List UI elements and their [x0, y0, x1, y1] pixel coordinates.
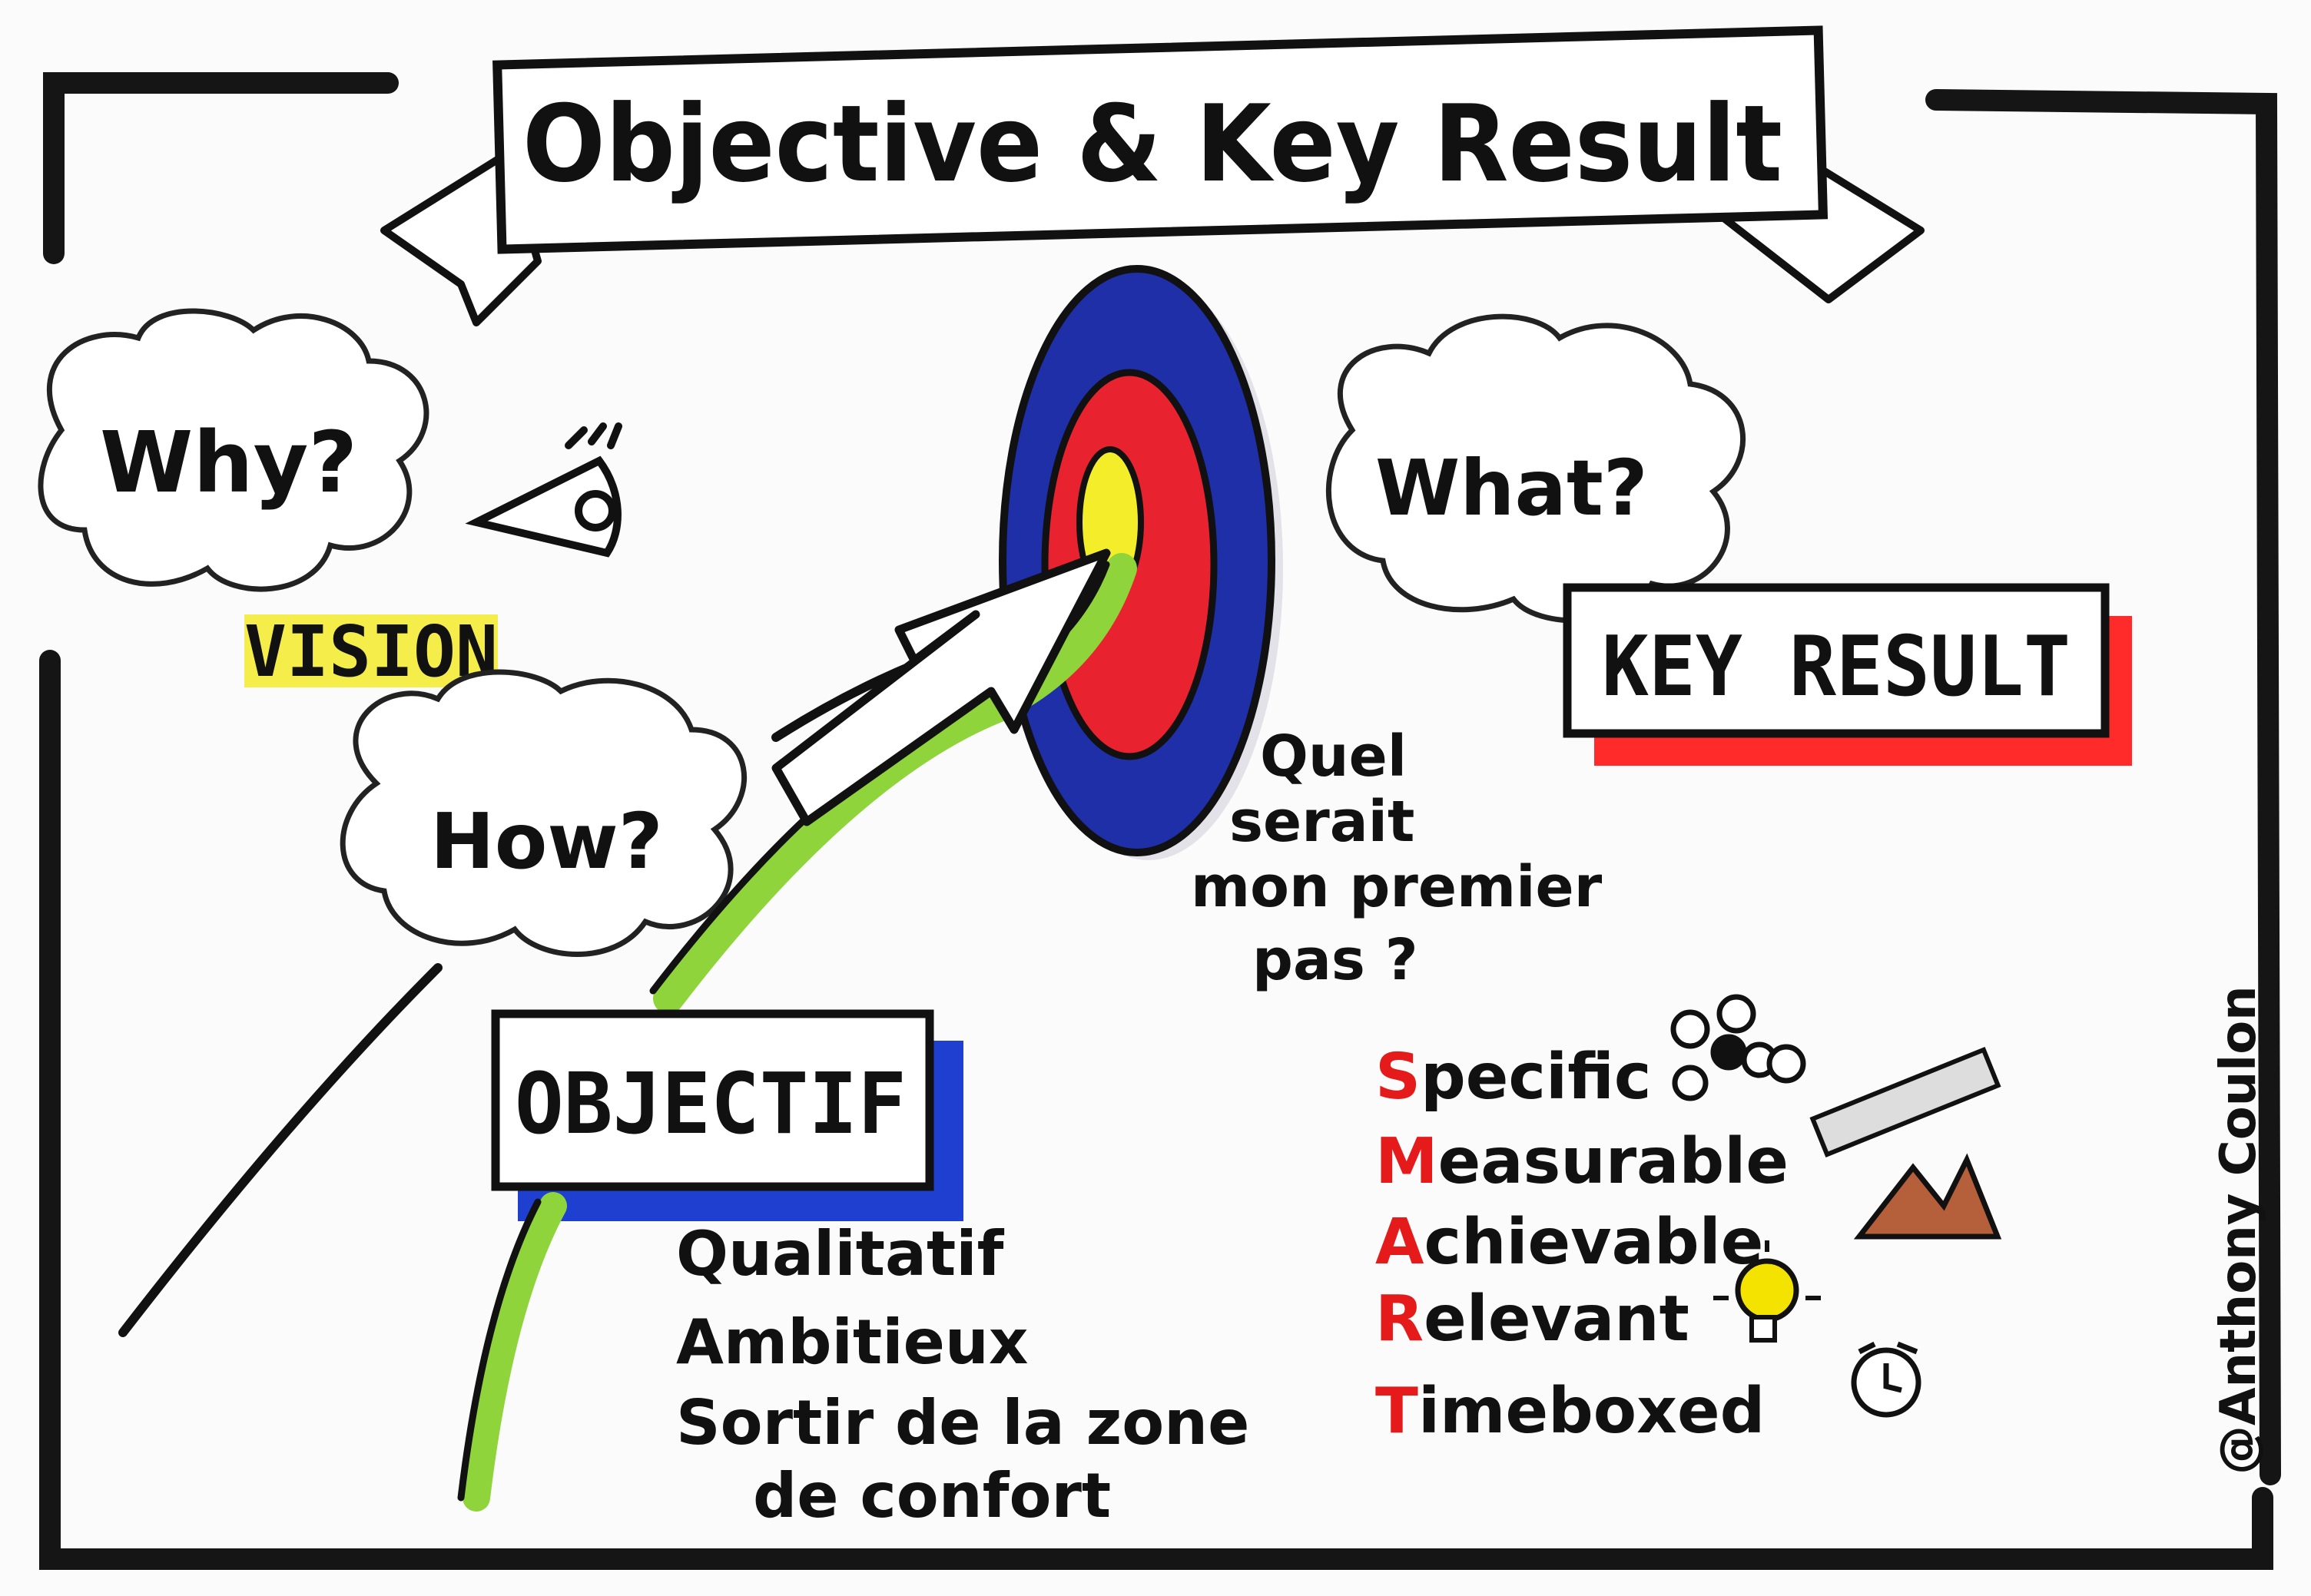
frame — [39, 72, 2281, 1570]
smart-list: Specific Measurable Achievable Relevant … — [1375, 1041, 1789, 1448]
question-line-2: serait — [1229, 789, 1414, 855]
question-line-4: pas ? — [1252, 927, 1418, 993]
question-line-1: Quel — [1260, 723, 1407, 790]
objectif-box: OBJECTIF — [491, 1009, 963, 1221]
objectif-traits: Qualitatif Ambitieux Sortir de la zone d… — [676, 1218, 1249, 1531]
lightbulb-icon — [1713, 1240, 1821, 1343]
smart-item-s: Specific — [1375, 1041, 1651, 1114]
path-line-left — [118, 963, 443, 1337]
trait-1: Qualitatif — [676, 1218, 1005, 1290]
how-label: How? — [430, 796, 663, 886]
dots-icon — [1670, 994, 1806, 1101]
banner-title: Objective & Key Result — [522, 82, 1782, 206]
trait-4: de confort — [753, 1460, 1111, 1531]
green-path-bottom — [463, 1192, 567, 1512]
first-step-question: Quel serait mon premier pas ? — [1191, 723, 1603, 993]
mountain-icon — [1853, 1153, 2002, 1240]
arrow-icon — [771, 548, 1111, 826]
question-line-3: mon premier — [1191, 854, 1603, 920]
green-path-top — [653, 553, 1137, 1014]
alarm-clock-icon — [1851, 1341, 1921, 1418]
why-label: Why? — [100, 413, 357, 512]
trait-2: Ambitieux — [676, 1306, 1028, 1378]
key-result-label: KEY RESULT — [1602, 619, 2071, 715]
why-cloud: Why? — [38, 308, 429, 592]
trait-3: Sortir de la zone — [676, 1387, 1249, 1459]
signature: @Anthony Coulon — [2210, 985, 2267, 1475]
target-icon — [999, 265, 1283, 860]
objectif-label: OBJECTIF — [515, 1055, 907, 1153]
smart-item-m: Measurable — [1375, 1125, 1789, 1198]
key-result-box: KEY RESULT — [1563, 583, 2132, 766]
smart-item-r: Relevant — [1375, 1283, 1689, 1356]
what-cloud: What? — [1325, 313, 1746, 624]
green-path-bottom-outline — [457, 1198, 542, 1502]
vision-highlight — [244, 614, 498, 687]
ruler-icon — [1809, 1046, 2001, 1158]
what-label: What? — [1375, 443, 1648, 533]
how-cloud: How? — [340, 669, 748, 957]
eye-icon — [465, 422, 622, 558]
smart-item-a: Achievable — [1375, 1206, 1763, 1279]
title-banner: Objective & Key Result — [380, 25, 1925, 326]
smart-item-t: Timeboxed — [1375, 1375, 1765, 1448]
